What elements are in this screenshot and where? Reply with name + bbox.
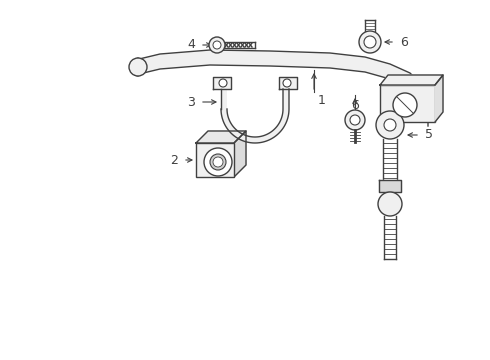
Circle shape	[219, 79, 227, 87]
Circle shape	[378, 192, 402, 216]
Circle shape	[283, 79, 291, 87]
Polygon shape	[135, 50, 420, 98]
Circle shape	[213, 41, 221, 49]
Text: 4: 4	[187, 39, 195, 51]
Text: 3: 3	[187, 95, 195, 108]
Circle shape	[129, 58, 147, 76]
Polygon shape	[380, 75, 443, 85]
Text: 1: 1	[318, 94, 326, 107]
Polygon shape	[221, 89, 289, 143]
Circle shape	[345, 110, 365, 130]
Circle shape	[209, 37, 225, 53]
Circle shape	[350, 115, 360, 125]
Text: 6: 6	[351, 99, 359, 112]
Text: 6: 6	[400, 36, 408, 49]
Polygon shape	[196, 131, 246, 143]
Circle shape	[210, 154, 226, 170]
Polygon shape	[435, 75, 443, 122]
Polygon shape	[420, 83, 428, 126]
Text: 5: 5	[425, 129, 433, 141]
Polygon shape	[234, 131, 246, 177]
Circle shape	[376, 111, 404, 139]
Circle shape	[213, 157, 223, 167]
Polygon shape	[279, 77, 297, 89]
Polygon shape	[196, 143, 234, 177]
Circle shape	[359, 31, 381, 53]
Polygon shape	[379, 180, 401, 192]
Circle shape	[384, 119, 396, 131]
Text: 2: 2	[170, 153, 178, 166]
Circle shape	[364, 36, 376, 48]
Polygon shape	[380, 85, 435, 122]
Circle shape	[204, 148, 232, 176]
Polygon shape	[213, 77, 231, 89]
Circle shape	[393, 93, 417, 117]
